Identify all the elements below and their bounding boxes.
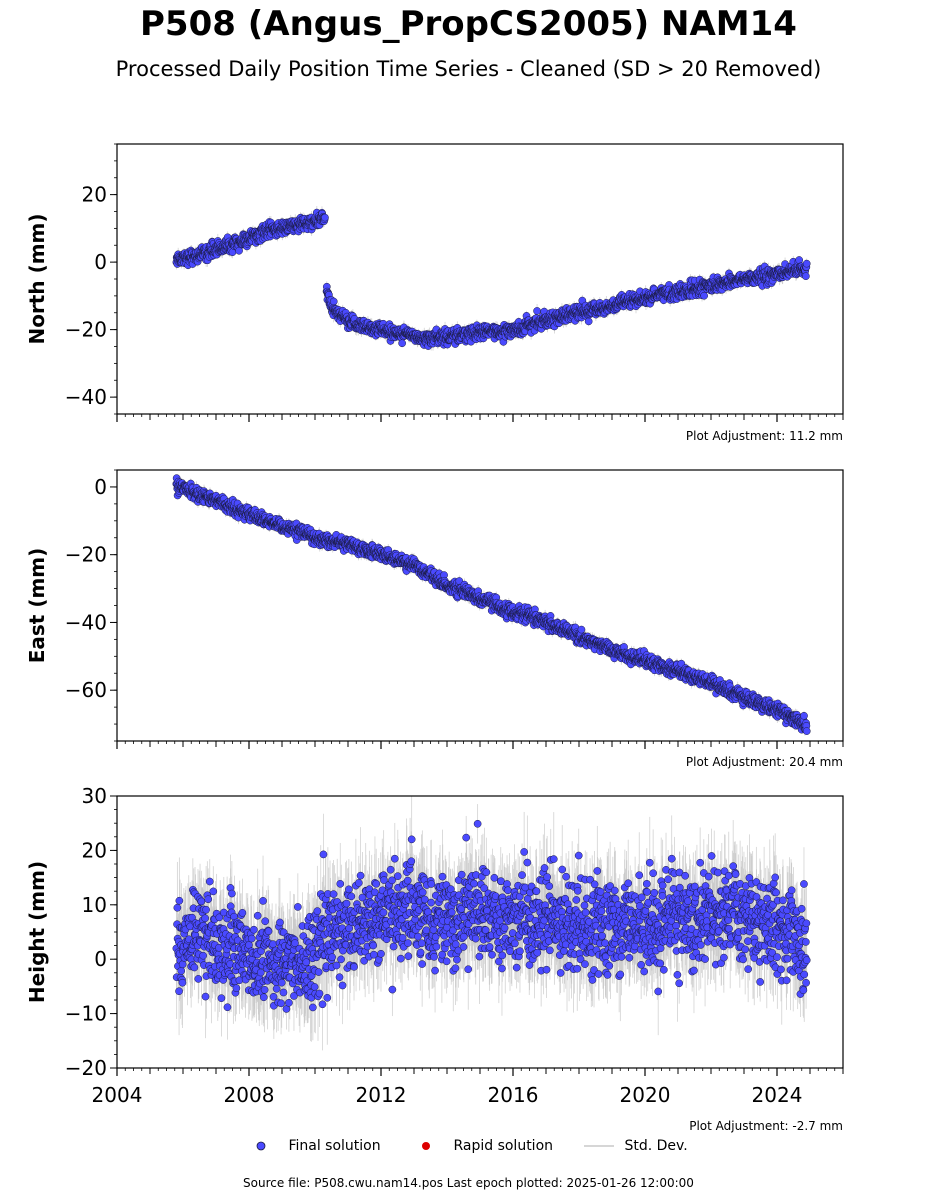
data-point: [329, 297, 338, 306]
north-panel: −40 −20 0 20 North (mm) Plot Adjustment: 11.2…: [25, 143, 844, 443]
y-tick-label: 0: [94, 250, 107, 274]
data-point: [802, 272, 810, 281]
plot-adjustment-label: Plot Adjustment: 11.2 mm: [686, 429, 843, 443]
data-point: [321, 213, 329, 222]
y-axis-label: North (mm): [25, 213, 49, 344]
data-point: [802, 259, 811, 268]
data-point: [584, 317, 593, 326]
y-tick-label: −40: [65, 385, 107, 409]
data-point: [700, 291, 708, 300]
points-layer: [172, 208, 811, 350]
data-layer: [172, 206, 811, 351]
y-tick-label: 20: [82, 183, 107, 207]
y-tick-label: −20: [65, 318, 107, 342]
chart-title: P508 (Angus_PropCS2005) NAM14: [140, 4, 797, 44]
chart-subtitle: Processed Daily Position Time Series - C…: [115, 57, 822, 81]
data-point: [533, 307, 541, 315]
data-point: [398, 339, 406, 348]
data-layer: [172, 474, 811, 736]
